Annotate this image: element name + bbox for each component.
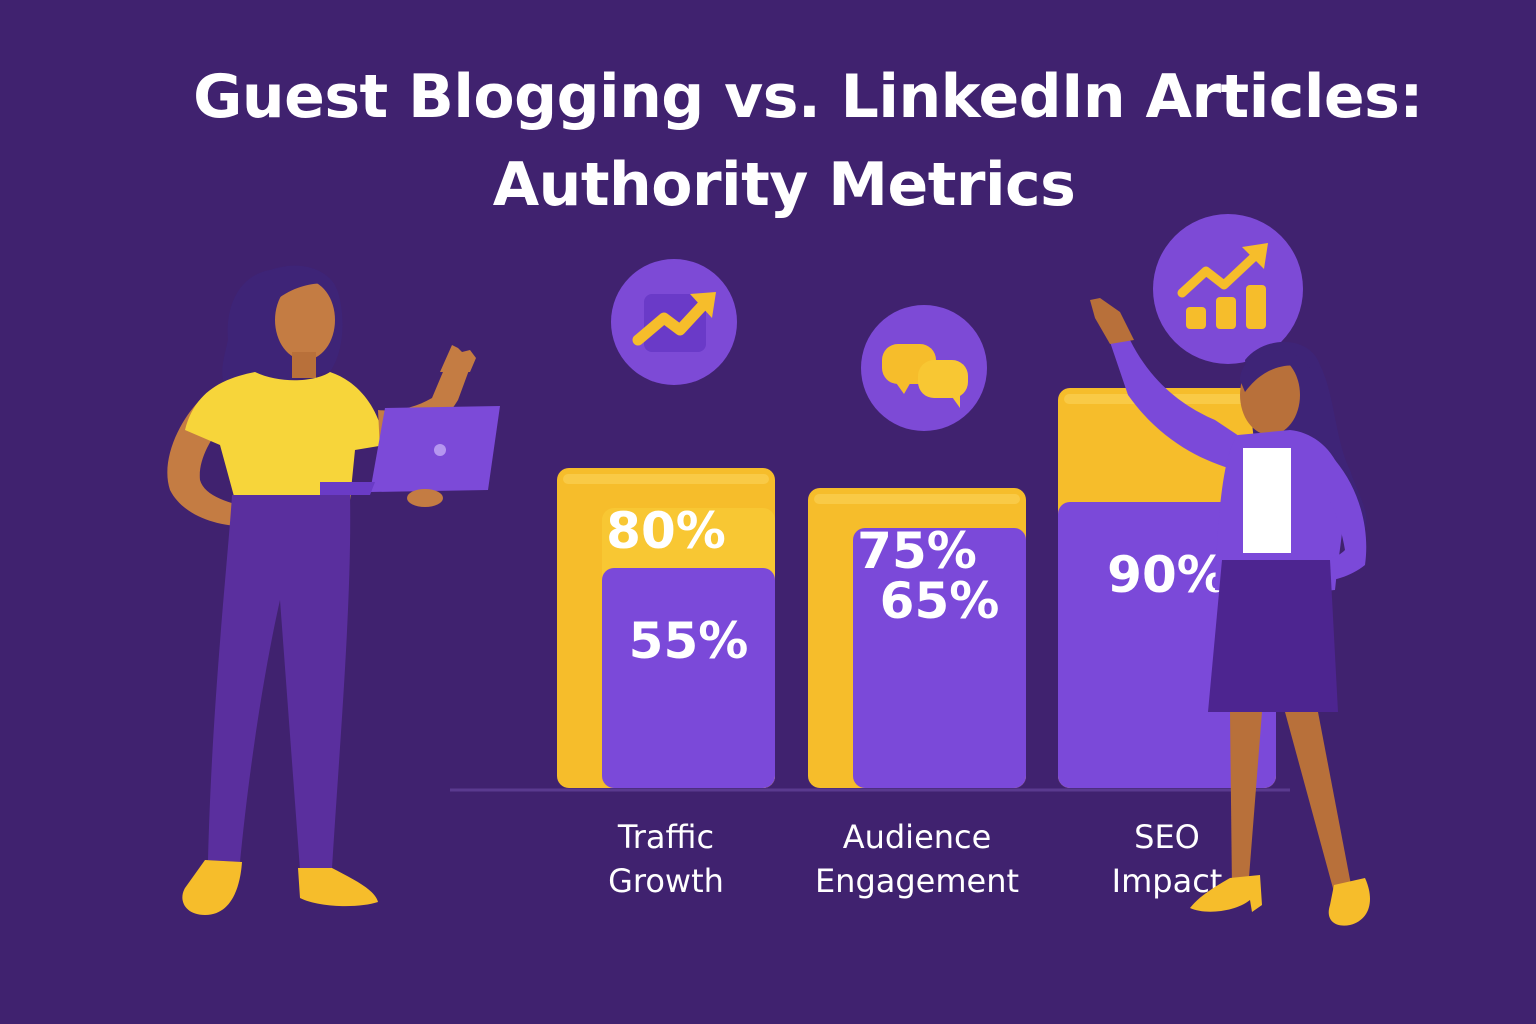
value-label-series2-seo-impact: 90% — [1107, 546, 1227, 604]
left-woman-face — [275, 280, 335, 360]
right-woman-shoe-right — [1328, 878, 1370, 926]
right-woman-skirt — [1208, 560, 1338, 712]
woman-with-laptop-illustration — [167, 265, 500, 915]
woman-pointing-illustration — [1090, 298, 1370, 926]
value-label-series2-traffic-growth: 55% — [629, 612, 749, 670]
value-label-series1-audience-engagement: 75% — [857, 522, 977, 580]
chart-title-line-2: Authority Metrics — [492, 150, 1076, 220]
category-label-traffic-growth-line-1: Traffic — [617, 818, 714, 856]
value-label-series1-traffic-growth: 80% — [606, 502, 726, 560]
bar-series2-audience-engagement — [853, 528, 1026, 788]
left-woman-shoe-right — [298, 868, 378, 907]
category-label-audience-engagement-line-1: Audience — [843, 818, 992, 856]
bars-group: 80% 55% 75%65% 90% — [557, 388, 1276, 788]
left-woman-pants — [208, 495, 351, 870]
icons-group — [611, 214, 1303, 431]
bar-group-traffic-growth: 80% 55% — [557, 468, 775, 788]
chat-bubbles-icon — [861, 305, 987, 431]
category-labels-group: Traffic Growth Audience Engagement SEO Impact — [608, 818, 1222, 900]
right-woman-raised-arm — [1110, 340, 1245, 470]
right-woman-shoe-left — [1190, 875, 1262, 912]
left-woman-shoe-left — [182, 860, 242, 915]
category-label-traffic-growth-line-2: Growth — [608, 862, 724, 900]
bar-highlight — [563, 474, 769, 484]
bar-group-audience-engagement: 75%65% — [808, 488, 1026, 788]
trend-up-arrow-icon — [611, 259, 737, 385]
category-label-seo-impact-line-1: SEO — [1134, 818, 1200, 856]
value-label-series2-audience-engagement: 65% — [880, 572, 1000, 630]
category-label-audience-engagement-line-2: Engagement — [815, 862, 1019, 900]
chart-title-line-1: Guest Blogging vs. LinkedIn Articles: — [193, 62, 1423, 132]
bar-chart-growth-icon — [1153, 214, 1303, 364]
category-label-seo-impact-line-2: Impact — [1112, 862, 1223, 900]
bar-highlight — [814, 494, 1020, 504]
left-woman-shirt — [185, 372, 385, 504]
bar-series2-traffic-growth — [602, 568, 775, 788]
